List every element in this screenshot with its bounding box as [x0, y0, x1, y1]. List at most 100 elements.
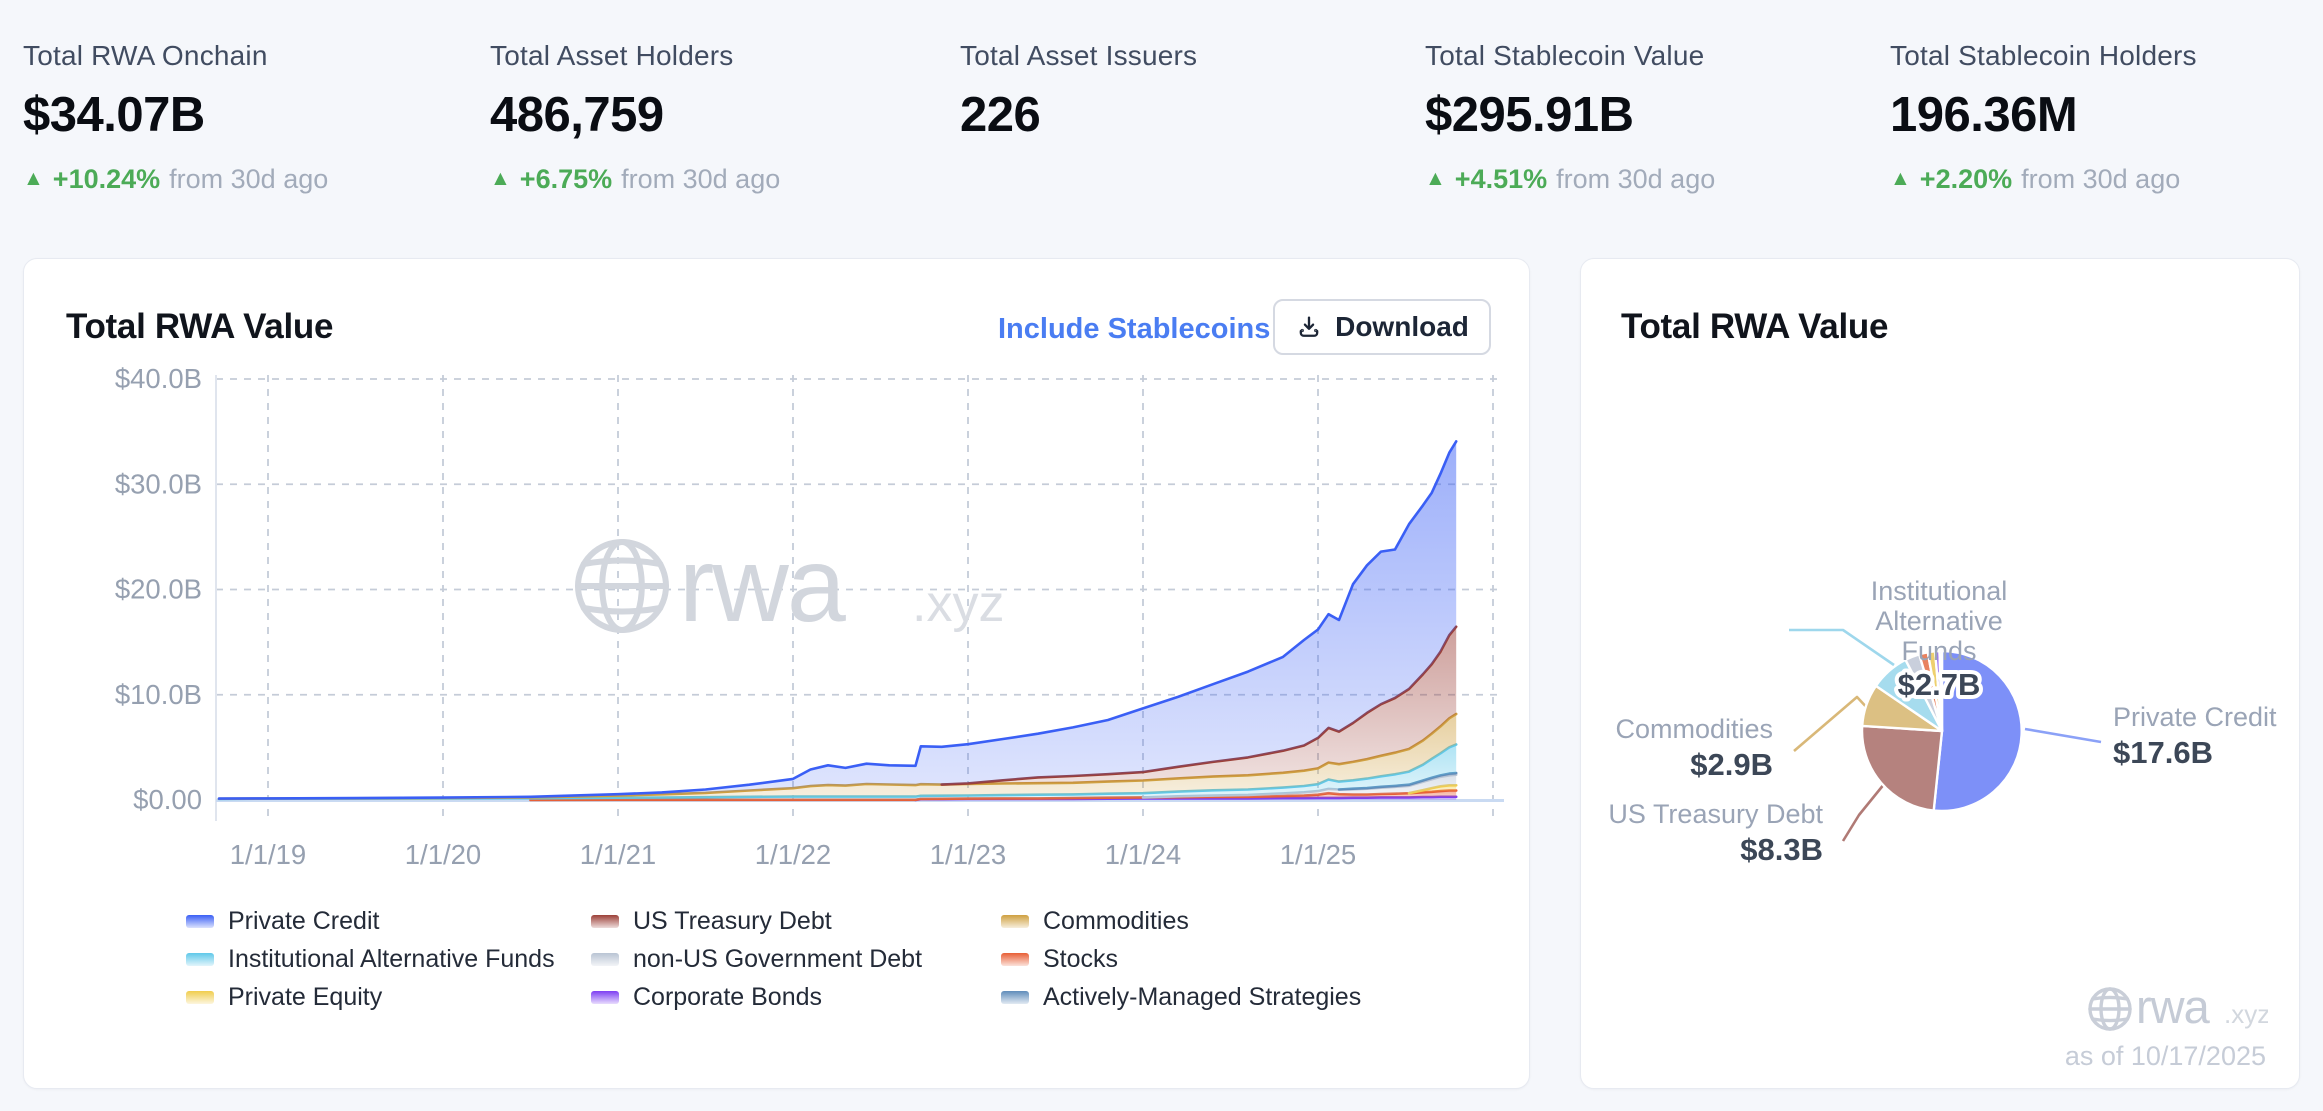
legend-label: Private Credit [228, 907, 380, 935]
legend-swatch [591, 953, 619, 966]
svg-text:1/1/24: 1/1/24 [1105, 839, 1181, 870]
legend-label: Private Equity [228, 983, 383, 1011]
svg-text:1/1/21: 1/1/21 [580, 839, 656, 870]
area-private-credit[interactable] [219, 441, 1457, 799]
include-stablecoins-toggle[interactable]: Include Stablecoins [998, 313, 1271, 345]
svg-text:rwa: rwa [679, 526, 846, 644]
total-rwa-value-chart-card: Total RWA Value Include Stablecoins Down… [23, 258, 1530, 1089]
area-us-treasury-debt[interactable] [941, 626, 1457, 785]
legend-item-non-us-government-debt[interactable]: non-US Government Debt [591, 945, 922, 974]
legend-item-private-equity[interactable]: Private Equity [186, 983, 382, 1012]
pie-slice-private-credit[interactable] [1932, 649, 2023, 813]
legend-label: non-US Government Debt [633, 945, 923, 973]
legend-item-corporate-bonds[interactable]: Corporate Bonds [591, 983, 822, 1012]
pie-label-value: $2.7B [1898, 667, 1981, 702]
stat-value: 486,759 [490, 88, 664, 142]
legend-label: Commodities [1043, 907, 1189, 935]
download-button[interactable]: Download [1273, 299, 1491, 355]
legend-swatch [591, 991, 619, 1004]
chart-legend: Private Credit US Treasury Debt Commoditie… [24, 259, 1529, 1088]
pie-title: Total RWA Value [1621, 307, 1889, 346]
stat-delta: ▲ +10.24% from 30d ago [23, 164, 328, 195]
pie-label-name: Alternative [1875, 606, 2003, 636]
pie-slices [1860, 649, 2023, 813]
stat-value: 196.36M [1890, 88, 2078, 142]
pie-label-name: Institutional [1871, 576, 2008, 606]
legend-item-actively-managed-strategies[interactable]: Actively-Managed Strategies [1001, 983, 1361, 1012]
stat-value: 226 [960, 88, 1041, 142]
stat-label: Total RWA Onchain [23, 40, 268, 71]
svg-text:$20.0B: $20.0B [115, 574, 202, 605]
globe-icon [575, 539, 669, 633]
trend-up-icon: ▲ [490, 166, 511, 190]
pie-label-value: $17.6B [2113, 735, 2213, 770]
rwa-xyz-logo: rwa .xyz [2088, 979, 2270, 1042]
pie-slice-us-treasury-debt[interactable] [1860, 724, 1944, 812]
trend-up-icon: ▲ [1890, 166, 1911, 190]
stat-card-total-asset-issuers: Total Asset Issuers 226 [960, 40, 1197, 143]
svg-text:1/1/25: 1/1/25 [1280, 839, 1356, 870]
svg-text:1/1/19: 1/1/19 [230, 839, 306, 870]
globe-icon [2088, 987, 2132, 1031]
download-label: Download [1335, 311, 1469, 342]
area-series [217, 440, 1458, 802]
pie-label-name: Funds [1901, 636, 1976, 666]
stat-card-total-rwa-onchain: Total RWA Onchain $34.07B ▲ +10.24% from… [23, 40, 328, 195]
chart-title: Total RWA Value [66, 307, 334, 346]
trend-up-icon: ▲ [1425, 166, 1446, 190]
gridlines [215, 375, 1504, 821]
legend-label: US Treasury Debt [633, 907, 832, 935]
stat-label: Total Stablecoin Holders [1890, 40, 2197, 71]
x-axis-labels: 1/1/19 1/1/20 1/1/21 1/1/22 1/1/23 1/1/24 1/1/… [230, 839, 1356, 870]
as-of-date: as of 10/17/2025 [2064, 1041, 2266, 1071]
stat-card-total-asset-holders: Total Asset Holders 486,759 ▲ +6.75% fro… [490, 40, 780, 195]
svg-text:$30.0B: $30.0B [115, 468, 202, 499]
svg-text:1/1/23: 1/1/23 [930, 839, 1006, 870]
stat-label: Total Stablecoin Value [1425, 40, 1705, 71]
stat-card-total-stablecoin-value: Total Stablecoin Value $295.91B ▲ +4.51%… [1425, 40, 1715, 195]
svg-text:.xyz: .xyz [912, 575, 1004, 633]
svg-text:1/1/20: 1/1/20 [405, 839, 481, 870]
pie-chart[interactable]: Private Credit$17.6B US Treasury Debt$8.3… [1581, 259, 2301, 1090]
pie-label-name: US Treasury Debt [1608, 799, 1823, 829]
svg-text:$0.00: $0.00 [133, 784, 202, 815]
legend-item-private-credit[interactable]: Private Credit [186, 907, 379, 936]
y-axis-labels: $0.00 $10.0B $20.0B $30.0B $40.0B [115, 363, 202, 815]
svg-text:.xyz: .xyz [2224, 999, 2268, 1029]
legend-label: Institutional Alternative Funds [228, 945, 555, 973]
stat-delta-suffix: from 30d ago [621, 164, 781, 194]
pie-label-name: Private Credit [2113, 702, 2277, 732]
stat-delta-suffix: from 30d ago [169, 164, 329, 194]
legend-swatch [186, 953, 214, 966]
legend-item-commodities[interactable]: Commodities [1001, 907, 1189, 936]
legend-swatch [591, 915, 619, 928]
stat-delta: ▲ +6.75% from 30d ago [490, 164, 780, 195]
stat-delta: ▲ +4.51% from 30d ago [1425, 164, 1715, 195]
stat-delta-suffix: from 30d ago [1556, 164, 1716, 194]
legend-swatch [186, 991, 214, 1004]
pie-slice-actively-managed-strategies[interactable] [1938, 649, 1944, 733]
stacked-area-chart[interactable]: rwa .xyz $0.00 $10.0B $20.0B $30.0B $40.0B 1/1/… [34, 359, 1514, 879]
area-non-us-government-debt[interactable] [1143, 774, 1457, 798]
legend-item-us-treasury-debt[interactable]: US Treasury Debt [591, 907, 832, 936]
stats-row: Total RWA Onchain $34.07B ▲ +10.24% from… [0, 0, 2323, 240]
stat-label: Total Asset Holders [490, 40, 734, 71]
legend-swatch [1001, 915, 1029, 928]
stat-value: $34.07B [23, 88, 205, 142]
stat-value: $295.91B [1425, 88, 1634, 142]
pie-labels: Private Credit$17.6B US Treasury Debt$8.3… [1608, 576, 2277, 871]
legend-label: Corporate Bonds [633, 983, 823, 1011]
legend-item-institutional-alternative-funds[interactable]: Institutional Alternative Funds [186, 945, 555, 974]
legend-item-stocks[interactable]: Stocks [1001, 945, 1118, 974]
stat-delta: ▲ +2.20% from 30d ago [1890, 164, 2197, 195]
legend-swatch [1001, 953, 1029, 966]
rwa-xyz-watermark: rwa .xyz [575, 526, 1004, 644]
svg-text:rwa: rwa [2136, 980, 2211, 1033]
stat-label: Total Asset Issuers [960, 40, 1198, 71]
svg-text:1/1/22: 1/1/22 [755, 839, 831, 870]
stat-delta-percent: +2.20% [1919, 164, 2013, 194]
legend-swatch [1001, 991, 1029, 1004]
stat-delta-percent: +10.24% [52, 164, 161, 194]
svg-text:$10.0B: $10.0B [115, 679, 202, 710]
pie-label-value: $2.9B [1690, 747, 1773, 782]
